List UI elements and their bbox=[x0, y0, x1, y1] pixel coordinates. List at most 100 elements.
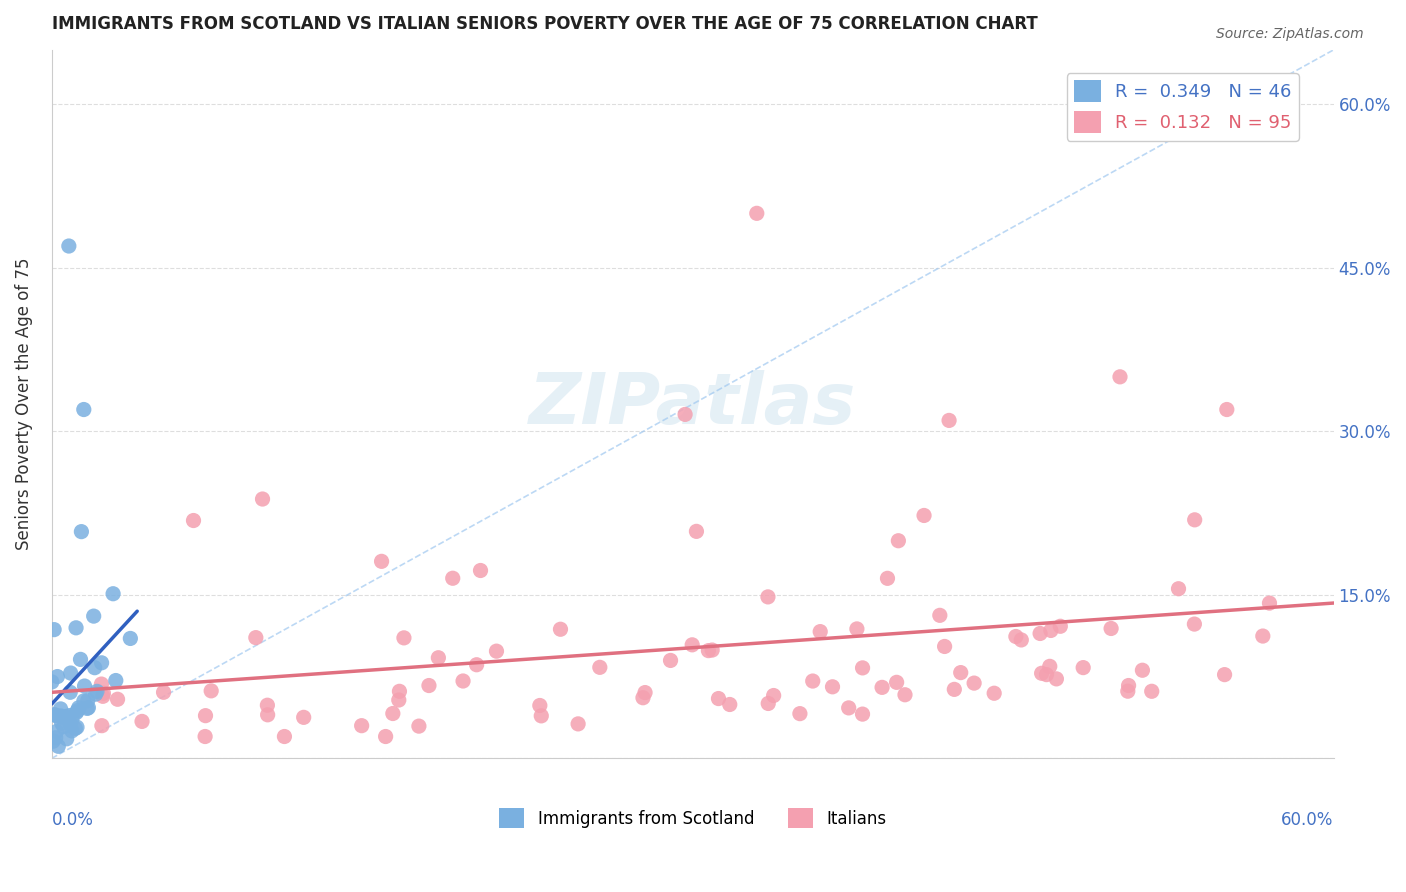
Point bbox=[52, 710, 75, 724]
Point bbox=[876, 571, 898, 585]
Point bbox=[1005, 630, 1028, 644]
Point bbox=[845, 622, 868, 636]
Point bbox=[894, 688, 917, 702]
Point bbox=[1213, 667, 1236, 681]
Point bbox=[821, 680, 844, 694]
Point bbox=[60, 723, 83, 738]
Point bbox=[90, 677, 112, 691]
Point bbox=[42, 623, 65, 637]
Point bbox=[76, 701, 98, 715]
Point bbox=[273, 730, 295, 744]
Point bbox=[101, 587, 124, 601]
Point bbox=[1167, 582, 1189, 596]
Point bbox=[60, 711, 83, 725]
Point bbox=[808, 624, 831, 639]
Point bbox=[589, 660, 612, 674]
Point bbox=[762, 689, 785, 703]
Point bbox=[550, 622, 572, 636]
Point bbox=[292, 710, 315, 724]
Point bbox=[58, 708, 80, 723]
Point bbox=[465, 657, 488, 672]
Point bbox=[756, 590, 779, 604]
Point bbox=[659, 653, 682, 667]
Point bbox=[58, 239, 80, 253]
Point bbox=[451, 673, 474, 688]
Y-axis label: Seniors Poverty Over the Age of 75: Seniors Poverty Over the Age of 75 bbox=[15, 258, 32, 550]
Point bbox=[84, 687, 107, 701]
Point bbox=[851, 707, 873, 722]
Point bbox=[963, 676, 986, 690]
Point bbox=[194, 708, 217, 723]
Point bbox=[66, 720, 89, 734]
Point bbox=[55, 709, 77, 723]
Point bbox=[392, 631, 415, 645]
Point bbox=[73, 402, 96, 417]
Point bbox=[374, 730, 396, 744]
Point bbox=[567, 717, 589, 731]
Point bbox=[91, 690, 114, 704]
Point bbox=[1029, 626, 1052, 640]
Point bbox=[870, 681, 893, 695]
Point bbox=[388, 684, 411, 698]
Point bbox=[256, 707, 278, 722]
Point bbox=[983, 686, 1005, 700]
Point bbox=[928, 608, 950, 623]
Point bbox=[59, 685, 82, 699]
Point bbox=[73, 694, 96, 708]
Point bbox=[256, 698, 278, 713]
Point bbox=[52, 720, 75, 734]
Point bbox=[943, 682, 966, 697]
Point bbox=[530, 709, 553, 723]
Point bbox=[697, 643, 720, 657]
Point bbox=[886, 675, 908, 690]
Point bbox=[44, 707, 66, 722]
Point bbox=[59, 716, 82, 731]
Point bbox=[83, 661, 105, 675]
Point bbox=[1116, 684, 1139, 698]
Point bbox=[1099, 622, 1122, 636]
Point bbox=[707, 691, 730, 706]
Point bbox=[1132, 663, 1154, 677]
Point bbox=[408, 719, 430, 733]
Point bbox=[73, 679, 96, 693]
Point bbox=[631, 690, 654, 705]
Point bbox=[938, 413, 960, 427]
Point bbox=[673, 408, 696, 422]
Point bbox=[887, 533, 910, 548]
Text: Source: ZipAtlas.com: Source: ZipAtlas.com bbox=[1216, 27, 1364, 41]
Point bbox=[86, 684, 108, 698]
Point bbox=[55, 731, 77, 746]
Point bbox=[69, 652, 91, 666]
Point bbox=[76, 693, 98, 707]
Point bbox=[685, 524, 707, 539]
Point bbox=[65, 706, 87, 720]
Point bbox=[485, 644, 508, 658]
Point bbox=[934, 640, 956, 654]
Point bbox=[46, 739, 69, 754]
Point bbox=[183, 514, 205, 528]
Point bbox=[756, 697, 779, 711]
Point bbox=[93, 686, 115, 700]
Point bbox=[65, 621, 87, 635]
Point bbox=[801, 674, 824, 689]
Point bbox=[681, 638, 703, 652]
Point bbox=[49, 709, 72, 723]
Point bbox=[44, 707, 66, 722]
Text: 0.0%: 0.0% bbox=[52, 812, 94, 830]
Point bbox=[1039, 624, 1062, 638]
Point bbox=[77, 700, 100, 714]
Point bbox=[252, 491, 274, 506]
Point bbox=[1039, 659, 1062, 673]
Point bbox=[1010, 632, 1032, 647]
Point bbox=[1071, 660, 1094, 674]
Point bbox=[67, 700, 90, 714]
Point bbox=[1184, 513, 1206, 527]
Point bbox=[45, 724, 67, 739]
Point bbox=[46, 709, 69, 723]
Point bbox=[789, 706, 811, 721]
Point bbox=[350, 719, 373, 733]
Point bbox=[131, 714, 153, 729]
Point bbox=[838, 701, 860, 715]
Point bbox=[388, 693, 411, 707]
Point bbox=[1035, 667, 1057, 681]
